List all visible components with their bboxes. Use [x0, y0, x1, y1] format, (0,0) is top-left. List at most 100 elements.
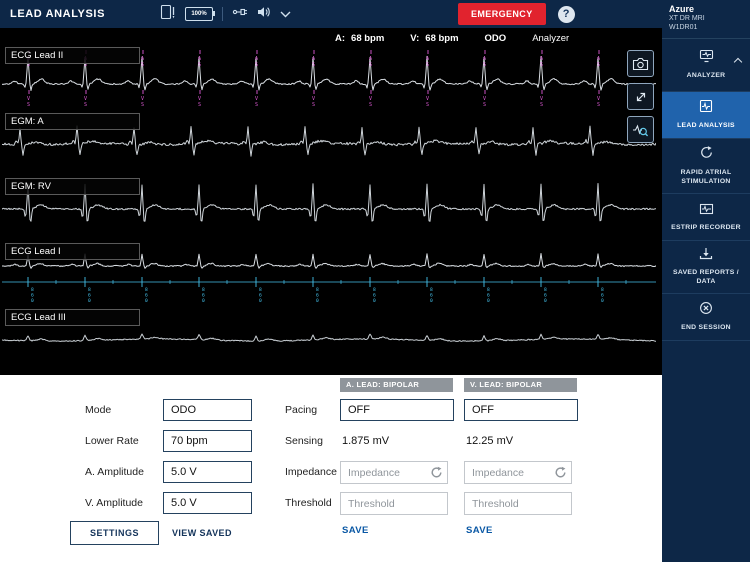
svg-text:8: 8 — [145, 287, 148, 293]
v-save-button[interactable]: SAVE — [466, 525, 493, 536]
help-button[interactable]: ? — [557, 5, 575, 23]
svg-text:S: S — [84, 102, 87, 108]
channel-label: ECG Lead III — [5, 309, 140, 326]
pacing-label: Pacing — [285, 404, 318, 416]
svg-text:S: S — [27, 102, 30, 108]
v-amplitude-value-box[interactable]: 5.0 V — [163, 492, 252, 514]
mode-value-box[interactable]: ODO — [163, 399, 252, 421]
chevron-down-icon[interactable] — [280, 5, 291, 23]
svg-text:S: S — [426, 62, 429, 68]
expand-fullscreen-button[interactable] — [627, 83, 654, 110]
svg-text:8: 8 — [202, 287, 205, 293]
sidebar-item-label: LEAD ANALYSIS — [677, 122, 735, 130]
emergency-button[interactable]: EMERGENCY — [458, 3, 546, 25]
svg-text:8: 8 — [430, 287, 433, 293]
sidebar-item-saved-reports-data[interactable]: SAVED REPORTS / DATA — [662, 241, 750, 294]
impedance-label: Impedance — [285, 466, 337, 478]
svg-text:S: S — [312, 62, 315, 68]
a-pacing-value-box[interactable]: OFF — [340, 399, 454, 421]
v-sensing-value: 12.25 mV — [466, 435, 514, 447]
svg-text:0: 0 — [316, 298, 319, 304]
sidebar-item-rapid-atrial-stimulation[interactable]: RAPID ATRIAL STIMULATION — [662, 139, 750, 194]
svg-text:0: 0 — [430, 298, 433, 304]
sidebar-item-label: ESTRIP RECORDER — [671, 223, 741, 231]
volume-icon[interactable] — [257, 5, 271, 23]
v-impedance-input[interactable] — [465, 462, 571, 483]
telemetry-cable-icon[interactable] — [232, 5, 248, 23]
svg-text:0: 0 — [259, 298, 262, 304]
svg-text:V: V — [198, 96, 201, 102]
chevron-up-icon — [733, 57, 743, 67]
saved-reports-icon — [699, 247, 713, 265]
svg-text:S: S — [369, 102, 372, 108]
sidebar-item-end-session[interactable]: END SESSION — [662, 294, 750, 341]
analyzer-section-toggle[interactable]: ANALYZER — [662, 39, 750, 92]
svg-text:S: S — [597, 62, 600, 68]
svg-text:8: 8 — [487, 287, 490, 293]
v-pacing-value-box[interactable]: OFF — [464, 399, 578, 421]
svg-text:S: S — [255, 62, 258, 68]
svg-text:A: A — [483, 56, 486, 62]
a-threshold-input[interactable] — [341, 493, 447, 514]
parameters-panel: Mode ODO Lower Rate 70 bpm A. Amplitude … — [0, 375, 662, 562]
channel-ecg-lead-iii: ECG Lead III — [2, 306, 656, 370]
a-amplitude-value-box[interactable]: 5.0 V — [163, 461, 252, 483]
svg-text:V: V — [141, 96, 144, 102]
egm-a-waveform — [2, 125, 656, 157]
sensing-label: Sensing — [285, 435, 323, 447]
svg-text:A: A — [426, 56, 429, 62]
svg-text:6: 6 — [31, 292, 34, 298]
threshold-label: Threshold — [285, 497, 332, 509]
svg-text:A: A — [312, 56, 315, 62]
v-threshold-input[interactable] — [465, 493, 571, 514]
sidebar-item-lead-analysis[interactable]: LEAD ANALYSIS — [662, 91, 750, 139]
page-title: LEAD ANALYSIS — [10, 8, 105, 20]
svg-text:S: S — [369, 62, 372, 68]
programmer-tablet-icon[interactable] — [160, 4, 176, 25]
a-lead-header: A. LEAD: BIPOLAR — [340, 378, 453, 392]
channel-egm-rv: EGM: RV — [2, 175, 656, 239]
egm-rv-waveform — [2, 183, 656, 222]
channel-label: EGM: RV — [5, 178, 140, 195]
snapshot-camera-button[interactable] — [627, 50, 654, 77]
svg-text:A: A — [255, 56, 258, 62]
svg-text:6: 6 — [145, 292, 148, 298]
svg-text:S: S — [84, 62, 87, 68]
svg-text:8: 8 — [544, 287, 547, 293]
waveform-zoom-button[interactable] — [627, 116, 654, 143]
svg-text:6: 6 — [373, 292, 376, 298]
mode-status: ODO — [484, 33, 507, 44]
lower-rate-value-box[interactable]: 70 bpm — [163, 430, 252, 452]
battery-percent-label: 100% — [191, 11, 207, 17]
svg-text:6: 6 — [259, 292, 262, 298]
svg-text:V: V — [312, 96, 315, 102]
lead-analysis-icon — [699, 99, 713, 118]
sidebar-item-estrip-recorder[interactable]: ESTRIP RECORDER — [662, 194, 750, 241]
settings-button[interactable]: SETTINGS — [70, 521, 159, 545]
v-impedance-refresh-icon[interactable] — [554, 466, 567, 484]
ventricular-rate: V: 68 bpm — [410, 33, 459, 44]
device-info[interactable]: Azure XT DR MRI W1DR01 — [662, 0, 750, 39]
svg-text:A: A — [198, 56, 201, 62]
a-impedance-field — [340, 461, 448, 484]
a-impedance-input[interactable] — [341, 462, 447, 483]
svg-text:6: 6 — [316, 292, 319, 298]
divider — [222, 7, 223, 21]
view-saved-button[interactable]: VIEW SAVED — [172, 528, 232, 538]
svg-text:8: 8 — [601, 287, 604, 293]
svg-text:S: S — [141, 62, 144, 68]
svg-text:S: S — [483, 102, 486, 108]
a-impedance-refresh-icon[interactable] — [430, 466, 443, 484]
main-column: LEAD ANALYSIS 100% EMERGENCY ? — [0, 3, 662, 562]
svg-text:8: 8 — [316, 287, 319, 293]
rapid-atrial-stimulation-icon — [699, 145, 714, 165]
sidebar-item-label: RAPID ATRIAL STIMULATION — [680, 168, 732, 186]
a-save-button[interactable]: SAVE — [342, 525, 369, 536]
atrial-rate: A: 68 bpm — [335, 33, 385, 44]
channel-egm-a: EGM: A — [2, 110, 656, 174]
svg-text:8: 8 — [259, 287, 262, 293]
svg-text:6: 6 — [202, 292, 205, 298]
svg-text:6: 6 — [88, 292, 91, 298]
